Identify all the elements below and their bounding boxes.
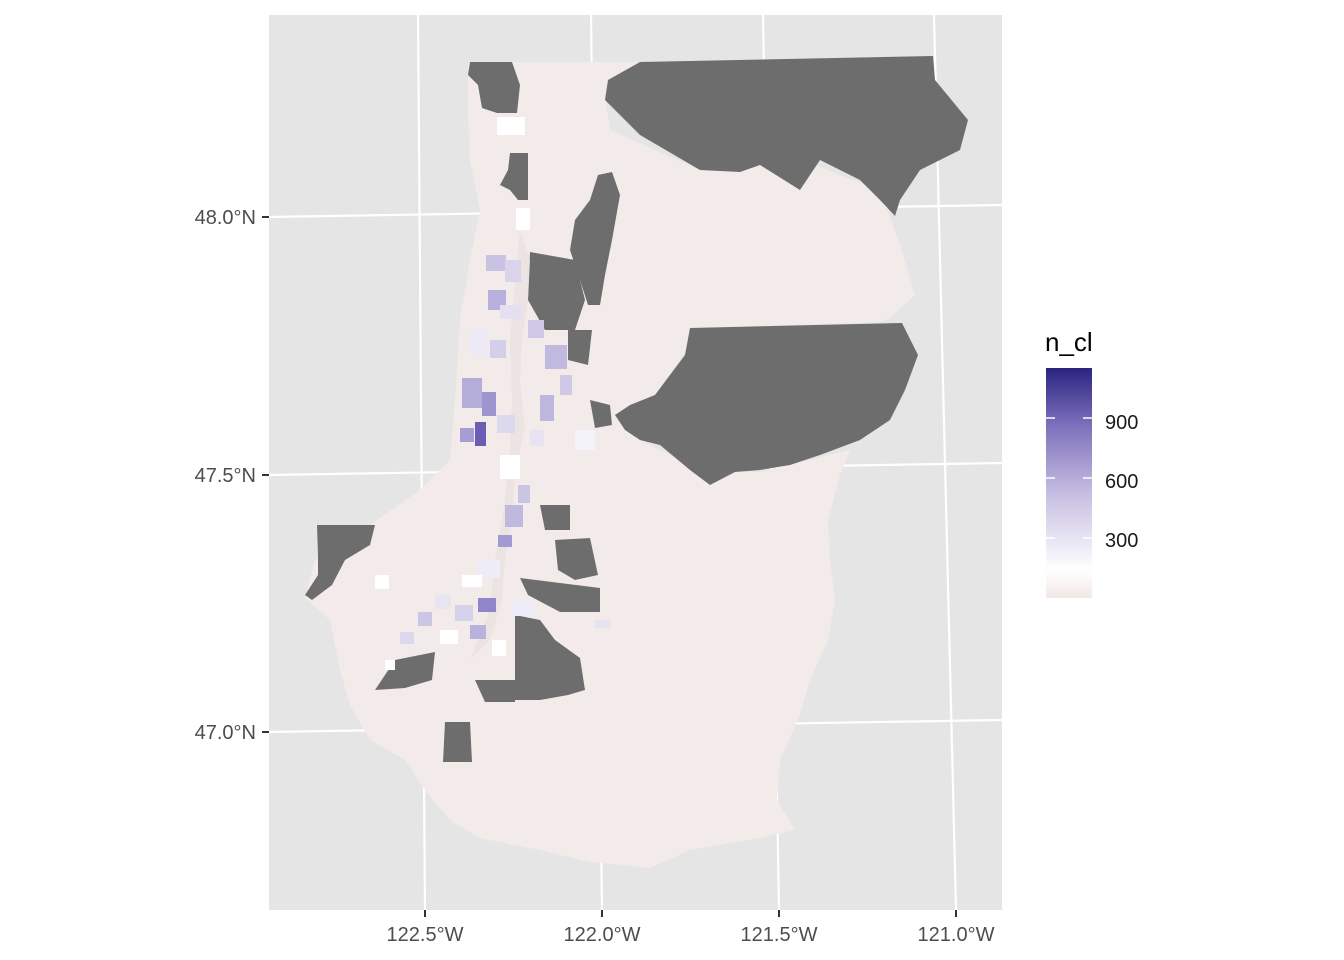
region-base-county (305, 62, 915, 868)
region-nodata-west (305, 525, 375, 600)
water-inlet (470, 230, 530, 660)
y-tick-label: 47.5°N (195, 465, 256, 487)
y-tick-label: 48.0°N (195, 207, 256, 229)
region-nodata-sc-3 (520, 578, 600, 612)
tract (575, 430, 595, 450)
map-regions (305, 56, 968, 868)
legend-label: 600 (1105, 471, 1138, 493)
tract (545, 345, 567, 369)
tract (540, 395, 554, 421)
region-nodata-north-mid (528, 252, 585, 330)
region-nodata-central-small (590, 400, 612, 428)
tract (435, 595, 451, 609)
tract (490, 340, 506, 358)
tract (462, 378, 482, 408)
legend-label: 900 (1105, 412, 1138, 434)
tract (500, 455, 520, 479)
tract (470, 330, 488, 356)
tract (497, 117, 525, 135)
tract (440, 630, 458, 644)
legend-colorbar (1046, 368, 1092, 598)
legend: n_cl 900 600 300 (1045, 327, 1138, 598)
tract (455, 605, 473, 621)
tract (470, 625, 486, 639)
region-nodata-island (468, 62, 520, 113)
x-tick-label: 121.0°W (918, 924, 995, 946)
tract (492, 640, 506, 656)
tract (462, 575, 482, 587)
tract (478, 560, 500, 578)
tract (530, 430, 544, 446)
region-nodata-coast-strip (570, 172, 620, 305)
region-nodata-sc-5 (375, 652, 435, 690)
legend-title: n_cl (1045, 327, 1093, 357)
region-nodata-sc-1 (540, 505, 570, 530)
x-tick-label: 121.5°W (741, 924, 818, 946)
tract (528, 320, 544, 338)
tract (518, 485, 530, 503)
y-tick-label: 47.0°N (195, 722, 256, 744)
tract (505, 260, 521, 282)
axis-ticks (262, 216, 957, 917)
region-nodata-small-1 (568, 330, 592, 365)
tract (560, 375, 572, 395)
region-nodata-sc-4 (515, 615, 585, 700)
region-nodata-central-east (615, 323, 918, 485)
meridian-121-0 (932, 15, 958, 910)
legend-label: 300 (1105, 530, 1138, 552)
tract (478, 598, 496, 612)
tract (498, 535, 512, 547)
legend-ticks (1046, 417, 1092, 539)
x-tick-label: 122.0°W (564, 924, 641, 946)
tract (460, 428, 474, 442)
tract (400, 632, 414, 644)
choropleth-tracts (375, 117, 611, 670)
tract (595, 620, 611, 628)
tract (505, 505, 523, 527)
region-nodata-north-east (605, 56, 968, 216)
region-nodata-sc-6 (443, 722, 472, 762)
tract (418, 612, 432, 626)
tract (500, 305, 522, 319)
x-tick-label: 122.5°W (387, 924, 464, 946)
tract (516, 208, 530, 230)
tract (375, 575, 389, 589)
region-nodata-sc-2 (555, 538, 598, 580)
tract (482, 392, 496, 416)
tract (497, 415, 515, 433)
tract (385, 660, 395, 670)
tract (475, 422, 486, 446)
tract (510, 600, 534, 616)
region-nodata-sc-7 (475, 680, 515, 702)
region-nodata-peninsula-a (500, 153, 528, 200)
tract (486, 255, 506, 271)
